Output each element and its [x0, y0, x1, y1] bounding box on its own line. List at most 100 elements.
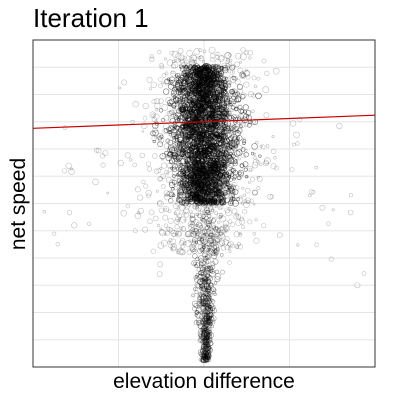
scatter-point — [209, 90, 217, 98]
scatter-point — [219, 234, 226, 241]
scatter-point — [176, 219, 180, 223]
scatter-point — [210, 152, 215, 156]
scatter-point — [186, 164, 192, 169]
scatter-point — [228, 191, 235, 197]
scatter-point — [207, 73, 211, 78]
scatter-point — [186, 109, 193, 117]
scatter-point — [161, 152, 166, 157]
scatter-point — [231, 76, 236, 81]
scatter-point — [202, 247, 210, 254]
scatter-point — [207, 66, 214, 73]
scatter-point — [207, 90, 213, 96]
scatter-point — [242, 209, 248, 215]
scatter-point — [183, 69, 191, 77]
scatter-point — [211, 201, 215, 206]
scatter-point — [231, 88, 236, 92]
scatter-point — [204, 351, 210, 357]
scatter-point — [222, 220, 229, 227]
scatter-point — [190, 216, 197, 223]
scatter-point — [95, 147, 102, 154]
scatter-point — [184, 196, 189, 200]
scatter-point — [247, 219, 253, 225]
scatter-point — [154, 102, 161, 109]
scatter-point — [161, 73, 167, 78]
scatter-point — [196, 64, 200, 69]
scatter-point — [208, 190, 212, 194]
scatter-point — [259, 144, 263, 148]
scatter-point — [191, 114, 198, 120]
scatter-point — [240, 153, 246, 159]
scatter-point — [205, 312, 210, 317]
scatter-point — [211, 141, 215, 145]
scatter-point — [189, 194, 197, 202]
scatter-point — [187, 72, 194, 80]
scatter-point — [200, 335, 206, 341]
scatter-point — [196, 267, 202, 272]
scatter-point — [151, 113, 156, 118]
scatter-point — [252, 189, 258, 196]
scatter-point — [191, 187, 197, 193]
scatter-point — [180, 244, 185, 249]
scatter-point — [297, 117, 303, 122]
scatter-point — [201, 353, 206, 357]
scatter-point — [211, 216, 217, 222]
y-axis-label: net speed — [7, 157, 30, 251]
scatter-point — [234, 212, 239, 217]
scatter-point — [170, 70, 176, 77]
scatter-point — [202, 245, 206, 249]
scatter-point — [204, 330, 210, 337]
scatter-point — [206, 248, 210, 253]
chart-title: Iteration 1 — [33, 3, 149, 33]
scatter-point — [209, 271, 216, 278]
scatter-point — [238, 195, 243, 200]
scatter-point — [231, 114, 237, 120]
scatter-point — [201, 332, 205, 336]
scatter-point — [202, 136, 210, 143]
scatter-point — [256, 186, 261, 191]
scatter-point — [192, 130, 197, 134]
scatter-point — [149, 111, 157, 119]
scatter-point — [216, 153, 221, 158]
scatter-point — [197, 214, 202, 219]
scatter-point — [187, 165, 194, 172]
scatter-point — [183, 55, 187, 60]
scatter-point — [200, 357, 207, 364]
scatter-point — [195, 223, 199, 227]
scatter-point — [273, 156, 277, 160]
scatter-point — [198, 274, 204, 280]
scatter-point — [168, 145, 174, 151]
scatter-point — [158, 77, 163, 82]
scatter-point — [210, 305, 215, 311]
scatter-point — [200, 358, 205, 363]
scatter-point — [209, 173, 217, 180]
scatter-point — [157, 200, 164, 208]
scatter-point — [205, 339, 209, 344]
scatter-point — [183, 171, 187, 175]
scatter-point — [205, 280, 211, 286]
scatter-point — [203, 108, 208, 113]
scatter-point — [199, 126, 205, 132]
scatter-point — [195, 80, 199, 84]
scatter-point — [204, 338, 209, 343]
scatter-point — [214, 226, 219, 231]
scatter-point — [191, 227, 199, 235]
scatter-point — [213, 249, 218, 254]
scatter-point — [208, 321, 213, 326]
scatter-point — [197, 129, 204, 136]
scatter-point — [251, 109, 255, 113]
scatter-point — [168, 179, 176, 186]
scatter-point — [218, 231, 223, 236]
scatter-point — [224, 104, 229, 110]
scatter-point — [211, 299, 216, 304]
scatter-point — [236, 175, 242, 181]
scatter-point — [196, 83, 202, 89]
scatter-point — [212, 236, 220, 243]
scatter-point — [186, 249, 192, 255]
scatter-point — [199, 89, 205, 95]
scatter-point — [204, 341, 210, 347]
scatter-point — [175, 53, 182, 60]
scatter-point — [251, 93, 256, 98]
scatter-point — [202, 199, 205, 203]
scatter-point — [216, 128, 222, 135]
scatter-point — [186, 177, 192, 183]
